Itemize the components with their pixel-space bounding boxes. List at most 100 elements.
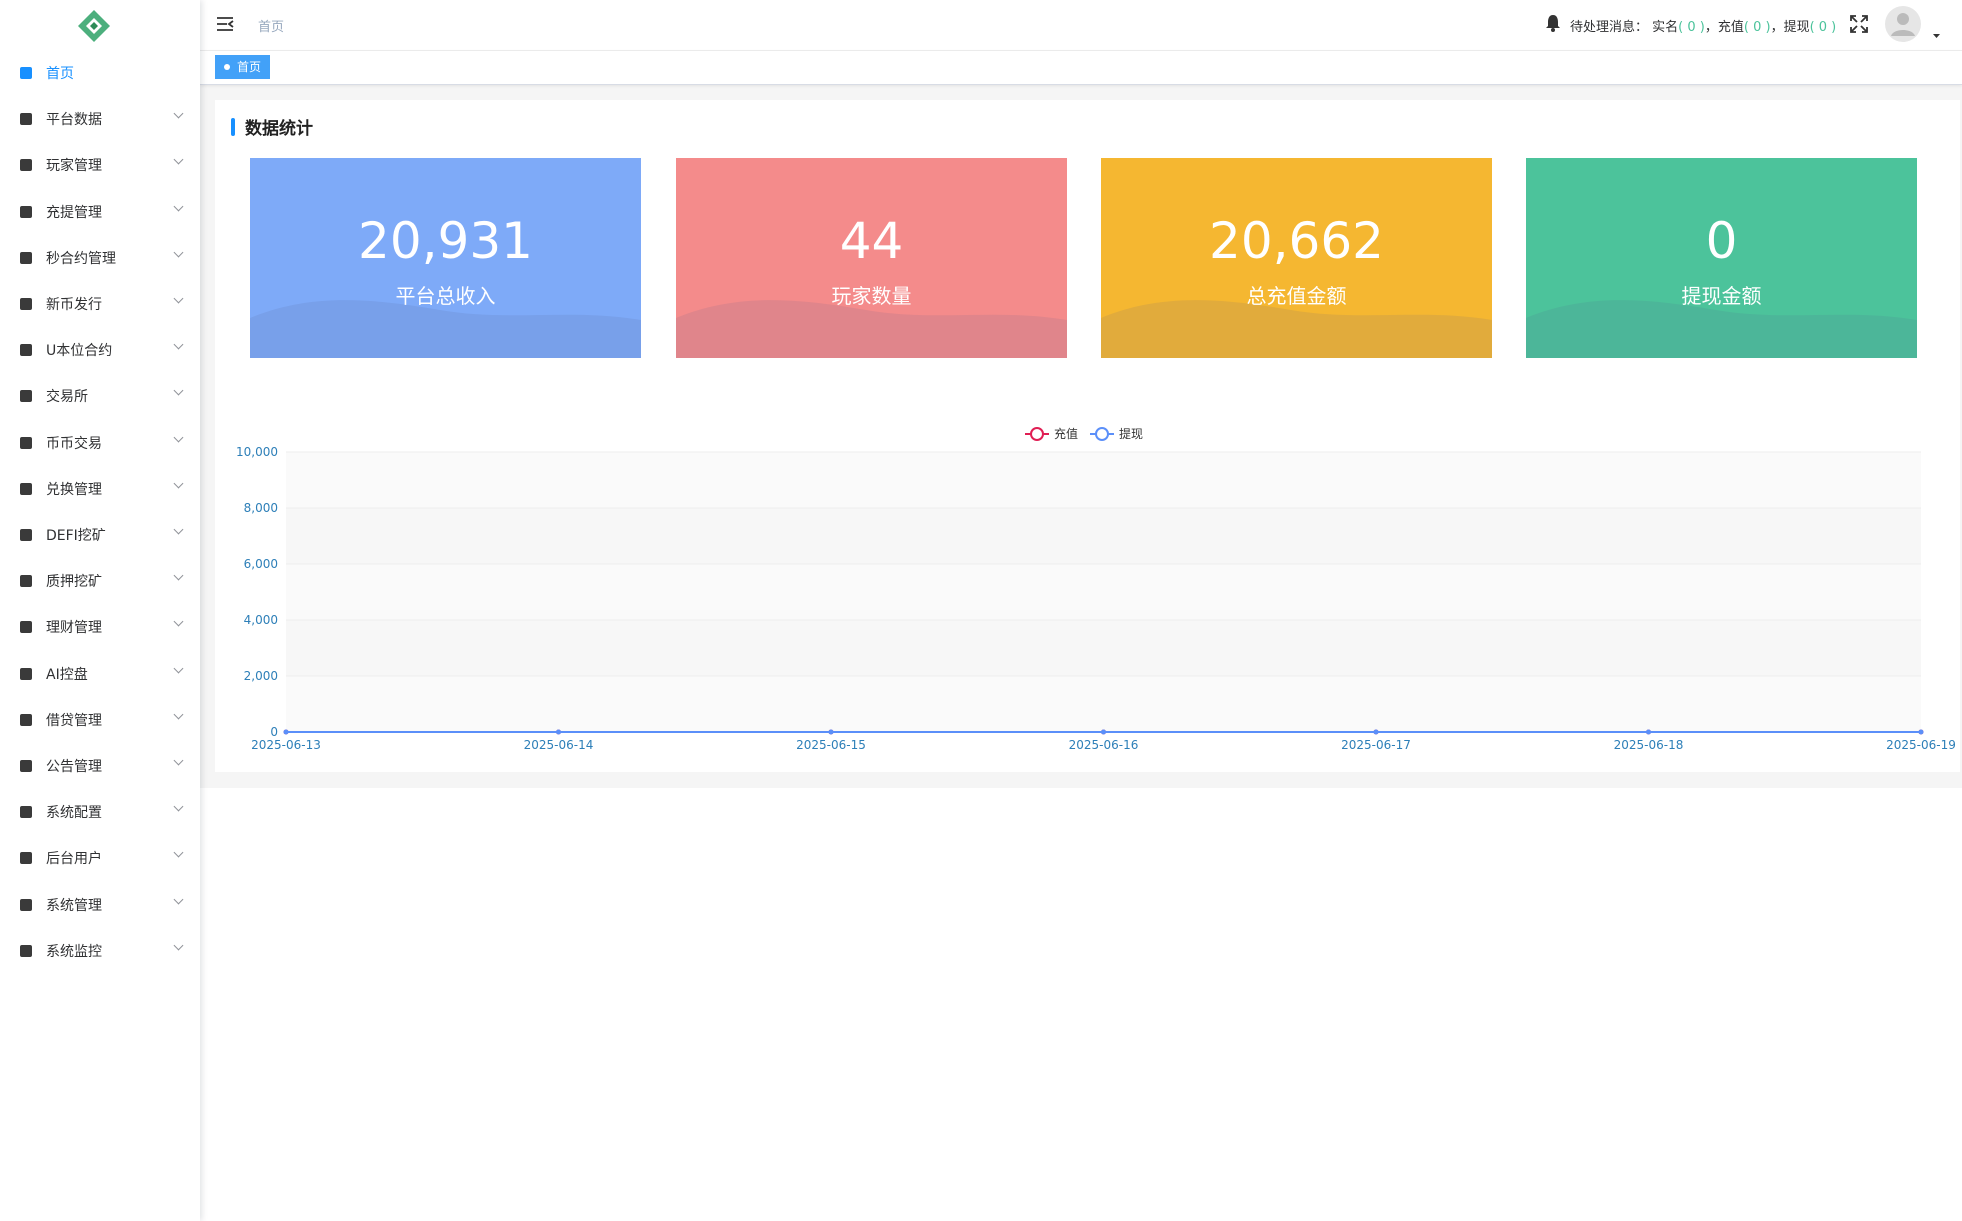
menu-label: 交易所	[46, 389, 88, 406]
menu-label: 借贷管理	[46, 712, 102, 729]
notice-label: ，提现	[1770, 20, 1810, 35]
menu-label: 新币发行	[46, 297, 102, 313]
tag[interactable]: 首页	[215, 55, 271, 79]
main-area: 数据统计 20,931 平台总收入 44 玩家数量 20,662 总充值金额 0 提现金额 0…	[200, 85, 1962, 788]
menu-label: AI控盘	[46, 666, 88, 683]
chevron	[173, 801, 184, 812]
menu-item[interactable]: 平台数据	[0, 96, 200, 142]
chevron	[173, 894, 184, 905]
menu-item[interactable]: 系统配置	[0, 789, 200, 835]
menu-icon	[20, 575, 32, 588]
stat-card: 44 玩家数量	[676, 158, 1067, 358]
menu-item[interactable]: 秒合约管理	[0, 235, 200, 281]
section-title: 数据统计	[245, 119, 313, 139]
legend-label: 提现	[1119, 426, 1143, 441]
menu-item[interactable]: 系统管理	[0, 882, 200, 928]
chevron	[173, 432, 184, 443]
wave-shape	[676, 300, 1067, 358]
menu-label: 兑换管理	[46, 481, 102, 498]
menu-item[interactable]: 充提管理	[0, 189, 200, 235]
menu-item[interactable]: 玩家管理	[0, 142, 200, 188]
menu-item[interactable]: 质押挖矿	[0, 558, 200, 604]
title-bar	[231, 118, 235, 136]
menu-item[interactable]: 币币交易	[0, 420, 200, 466]
bell-icon[interactable]	[1545, 14, 1561, 32]
stat-card: 0 提现金额	[1526, 158, 1917, 358]
chevron	[173, 847, 184, 858]
wave	[676, 300, 1067, 358]
tag-dot	[224, 64, 230, 70]
stat-value: 20,662	[1209, 212, 1384, 270]
menu-item[interactable]: 理财管理	[0, 604, 200, 650]
logo	[78, 10, 110, 42]
stat-card: 20,662 总充值金额	[1101, 158, 1492, 358]
menu-icon	[20, 806, 32, 819]
chevron	[173, 755, 184, 766]
menu-item[interactable]: 兑换管理	[0, 466, 200, 512]
menu-icon	[20, 298, 32, 310]
point	[1918, 729, 1924, 735]
menu-icon	[20, 67, 32, 79]
stat-label: 提现金额	[1681, 284, 1762, 308]
menu-icon	[20, 713, 32, 726]
menu-label: 平台数据	[46, 112, 102, 129]
point	[556, 729, 561, 735]
chevron	[173, 709, 184, 720]
grid-band	[286, 676, 1921, 732]
menu-icon	[20, 529, 32, 541]
menu-item[interactable]: 首页	[0, 50, 200, 96]
menu-label: 玩家管理	[46, 158, 102, 175]
point	[1101, 729, 1106, 735]
menu-item[interactable]: 系统监控	[0, 928, 200, 974]
menu-item[interactable]: 新币发行	[0, 281, 200, 327]
hamburger[interactable]	[216, 16, 234, 32]
y-tick-label: 2,000	[244, 669, 278, 683]
wave	[250, 300, 641, 358]
grid-band	[286, 508, 1921, 564]
point	[1373, 729, 1379, 735]
chevron	[173, 247, 184, 258]
chevron	[173, 940, 184, 951]
x-tick-label: 2025-06-18	[1614, 738, 1684, 750]
legend-marker	[1030, 427, 1044, 441]
y-tick-label: 8,000	[244, 501, 278, 515]
chevron	[173, 616, 184, 627]
point	[828, 729, 834, 735]
menu-label: 理财管理	[46, 620, 102, 637]
menu-icon	[20, 113, 32, 126]
menu-item[interactable]: 公告管理	[0, 743, 200, 789]
wave-shape	[250, 300, 641, 358]
sidebar: 首页平台数据玩家管理充提管理 秒合约管理新币发行 U本位合约交易所币币交易兑换管理 D…	[0, 0, 200, 1221]
chevron	[173, 524, 184, 535]
avatar[interactable]	[1883, 5, 1943, 45]
notice-count[interactable]: ( 0 )	[1678, 20, 1705, 35]
menu-item[interactable]: 交易所	[0, 373, 200, 419]
menu-item[interactable]: DEFI挖矿	[0, 512, 200, 558]
menu-item[interactable]: 借贷管理	[0, 697, 200, 743]
x-tick-label: 2025-06-13	[251, 738, 321, 750]
menu-label: 公告管理	[46, 759, 102, 775]
fullscreen-icon[interactable]	[1850, 15, 1868, 33]
chevron	[173, 201, 184, 212]
point	[1646, 729, 1651, 735]
menu-icon	[20, 621, 32, 634]
y-tick-label: 6,000	[244, 557, 278, 571]
menu-item[interactable]: U本位合约	[0, 327, 200, 373]
stat-value: 44	[839, 212, 904, 270]
x-tick-label: 2025-06-14	[524, 738, 594, 750]
notice-count[interactable]: ( 0 )	[1743, 20, 1771, 35]
menu-item[interactable]: AI控盘	[0, 651, 200, 697]
menu-item[interactable]: 后台用户	[0, 835, 200, 881]
wave-shape	[1101, 300, 1492, 358]
stat-value: 20,931	[358, 212, 533, 270]
legend-label: 充值	[1054, 426, 1078, 441]
notice-count[interactable]: ( 0 )	[1809, 20, 1837, 35]
grid-band	[286, 452, 1921, 508]
menu-icon	[20, 852, 32, 865]
menu-label: 币币交易	[46, 435, 102, 452]
chevron	[173, 108, 184, 119]
wave	[1526, 300, 1917, 358]
x-tick-label: 2025-06-15	[796, 738, 866, 750]
menu-icon	[20, 159, 32, 172]
